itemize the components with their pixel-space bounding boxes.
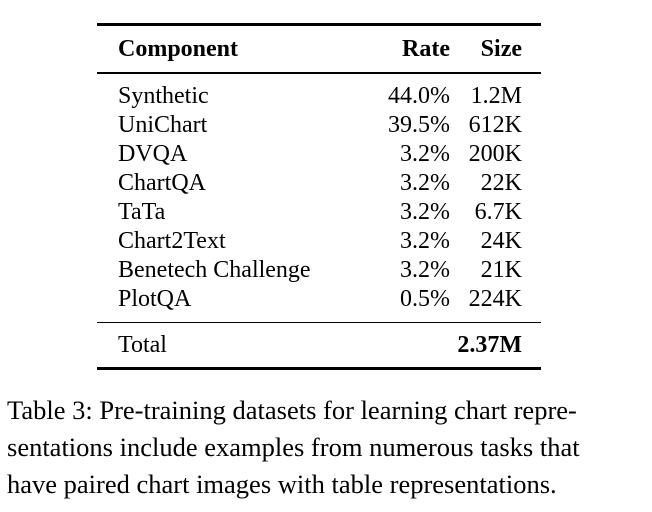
- row-component: Synthetic: [118, 82, 209, 109]
- row-component: PlotQA: [118, 285, 192, 312]
- caption-line: have paired chart images with table repr…: [7, 469, 557, 499]
- total-label: Total: [118, 331, 167, 358]
- table-row: Benetech Challenge 3.2% 21K: [97, 256, 541, 285]
- row-rate: 3.2%: [400, 227, 450, 254]
- row-component: TaTa: [118, 198, 166, 225]
- row-component: DVQA: [118, 140, 188, 167]
- table-grid: Component Rate Size: [97, 26, 541, 72]
- table-row: Synthetic 44.0% 1.2M: [97, 74, 541, 111]
- caption-line: sentations include examples from numerou…: [7, 432, 580, 462]
- header-rate: Rate: [402, 35, 450, 62]
- total-rate-empty: [350, 323, 450, 367]
- table-row: TaTa 3.2% 6.7K: [97, 198, 541, 227]
- datasets-table: Component Rate Size Synthetic 44.0% 1.2M…: [97, 23, 541, 370]
- table-total: Total 2.37M: [97, 323, 541, 367]
- table-row: Chart2Text 3.2% 24K: [97, 227, 541, 256]
- header-component: Component: [118, 35, 239, 62]
- row-size: 224K: [468, 285, 522, 312]
- total-rule: [97, 321, 541, 323]
- row-size: 1.2M: [470, 82, 522, 109]
- table-row: ChartQA 3.2% 22K: [97, 169, 541, 198]
- table-row: UniChart 39.5% 612K: [97, 111, 541, 140]
- row-rate: 3.2%: [400, 169, 450, 196]
- header-size: Size: [480, 35, 522, 62]
- row-rate: 39.5%: [388, 111, 450, 138]
- row-component: UniChart: [118, 111, 208, 138]
- row-size: 200K: [468, 140, 522, 167]
- table-caption: Table 3: Pre-training datasets for learn…: [7, 392, 647, 503]
- row-rate: 3.2%: [400, 256, 450, 283]
- row-component: Benetech Challenge: [118, 256, 311, 283]
- row-component: ChartQA: [118, 169, 206, 196]
- row-size: 22K: [480, 169, 522, 196]
- row-size: 6.7K: [474, 198, 522, 225]
- row-rate: 0.5%: [400, 285, 450, 312]
- table-row: PlotQA 0.5% 224K: [97, 285, 541, 322]
- row-rate: 3.2%: [400, 140, 450, 167]
- row-rate: 3.2%: [400, 198, 450, 225]
- row-size: 21K: [480, 256, 522, 283]
- header-row: Component Rate Size: [97, 26, 541, 72]
- bottom-rule: [97, 367, 541, 370]
- table-body: Synthetic 44.0% 1.2M UniChart 39.5% 612K…: [97, 74, 541, 322]
- row-size: 24K: [480, 227, 522, 254]
- table-row: DVQA 3.2% 200K: [97, 140, 541, 169]
- total-row: Total 2.37M: [97, 323, 541, 367]
- row-rate: 44.0%: [388, 82, 450, 109]
- total-size: 2.37M: [457, 331, 522, 358]
- row-component: Chart2Text: [118, 227, 226, 254]
- header-rule: [97, 72, 541, 74]
- row-size: 612K: [468, 111, 522, 138]
- caption-line: Table 3: Pre-training datasets for learn…: [7, 395, 577, 425]
- top-rule: [97, 23, 541, 26]
